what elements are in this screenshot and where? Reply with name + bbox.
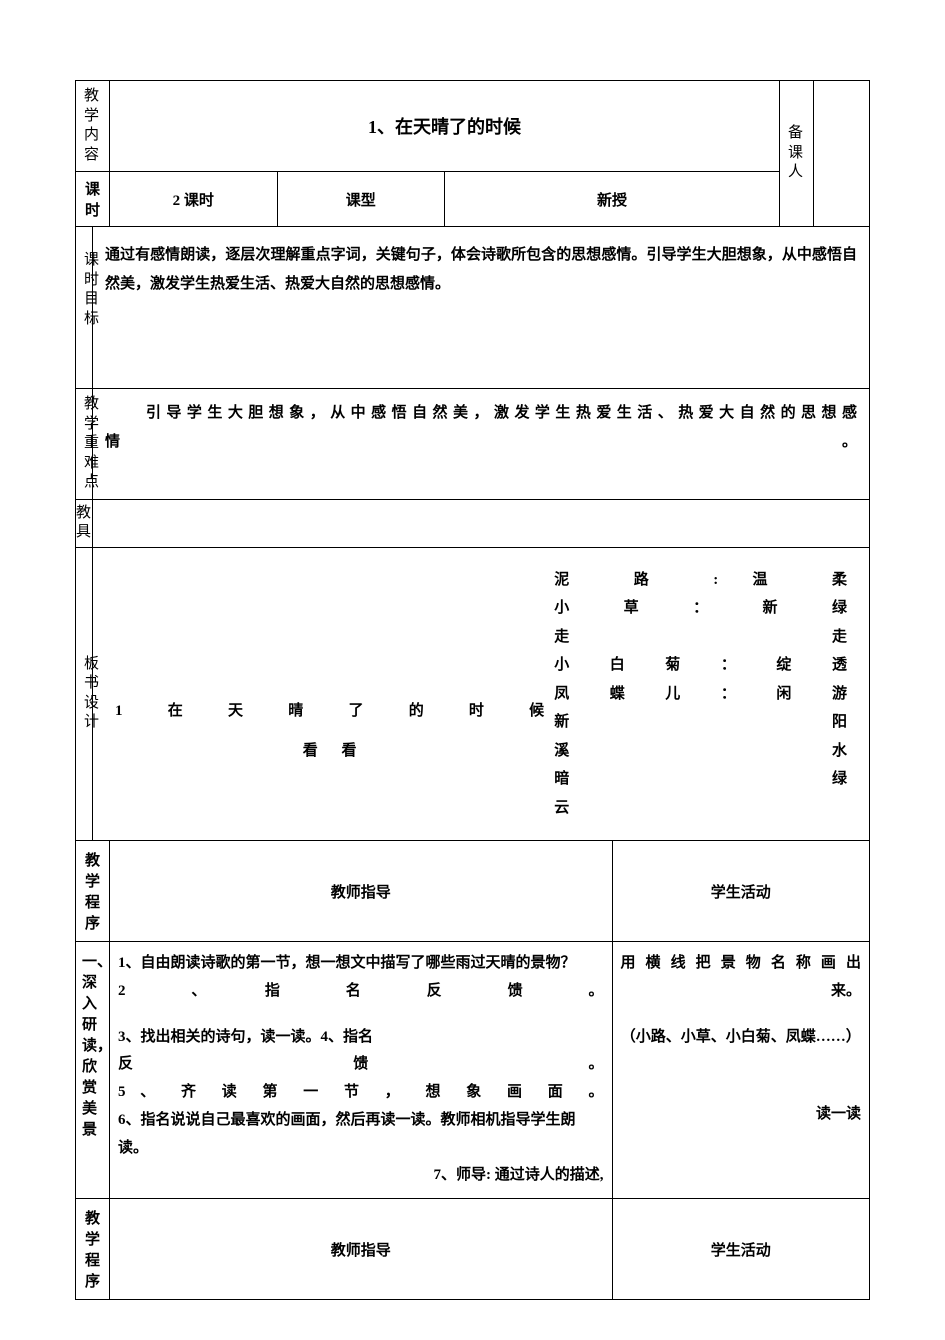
board-design: 1 在 天 晴 了 的 时 候 看 看 泥 路 : 温 柔 小 草 ： 新 绿 … [93, 547, 870, 841]
lesson-title: 1、在天晴了的时候 [110, 81, 780, 172]
col-guidance: 教师指导 [110, 841, 613, 942]
board-label: 板书设计 [76, 547, 93, 841]
keypoint-text: 引导学生大胆想象，从中感悟自然美，激发学生热爱生活、热爱大自然的思想感 情 。 [93, 389, 870, 500]
objectives-label: 课时目标 [76, 227, 93, 389]
procedure-cell: 一、深入研读，欣赏美景 [76, 942, 110, 1199]
period-value: 2 课时 [110, 172, 278, 227]
lesson-plan-table: 教学内容 1、在天晴了的时候 备课人 课时 2 课时 课型 新授 课时目标 通过… [75, 80, 870, 1300]
col-activity-bottom: 学生活动 [612, 1199, 870, 1300]
preparer-label: 备课人 [780, 81, 814, 227]
tools-label: 教具 [76, 499, 93, 547]
preparer-value [814, 81, 870, 227]
board-title-line: 1 在 天 晴 了 的 时 候 [115, 687, 554, 735]
col-activity: 学生活动 [612, 841, 870, 942]
board-right-block: 泥 路 : 温 柔 小 草 ： 新 绿 走 走 小 白 菊 ： 绽 透 凤 蝶 … [554, 566, 847, 823]
type-value: 新授 [445, 172, 780, 227]
type-label: 课型 [277, 172, 445, 227]
period-label: 课时 [76, 172, 110, 227]
objectives-text: 通过有感情朗读，逐层次理解重点字词，关键句子，体会诗歌所包含的思想感情。引导学生… [93, 227, 870, 389]
keypoint-label: 教学重难点 [76, 389, 93, 500]
tools-value [93, 499, 870, 547]
col-procedure: 教学程序 [76, 841, 110, 942]
col-procedure-bottom: 教学程序 [76, 1199, 110, 1300]
activity-cell: 用横线把景物名称画出 来。 （小路、小草、小白菊、凤蝶……） 读一读 [612, 942, 870, 1199]
col-guidance-bottom: 教师指导 [110, 1199, 613, 1300]
guidance-cell: 1、自由朗读诗歌的第一节，想一想文中描写了哪些雨过天晴的景物？ 2 、 指 名 … [110, 942, 613, 1199]
content-label: 教学内容 [76, 81, 110, 172]
board-kankan: 看 看 [115, 735, 554, 760]
